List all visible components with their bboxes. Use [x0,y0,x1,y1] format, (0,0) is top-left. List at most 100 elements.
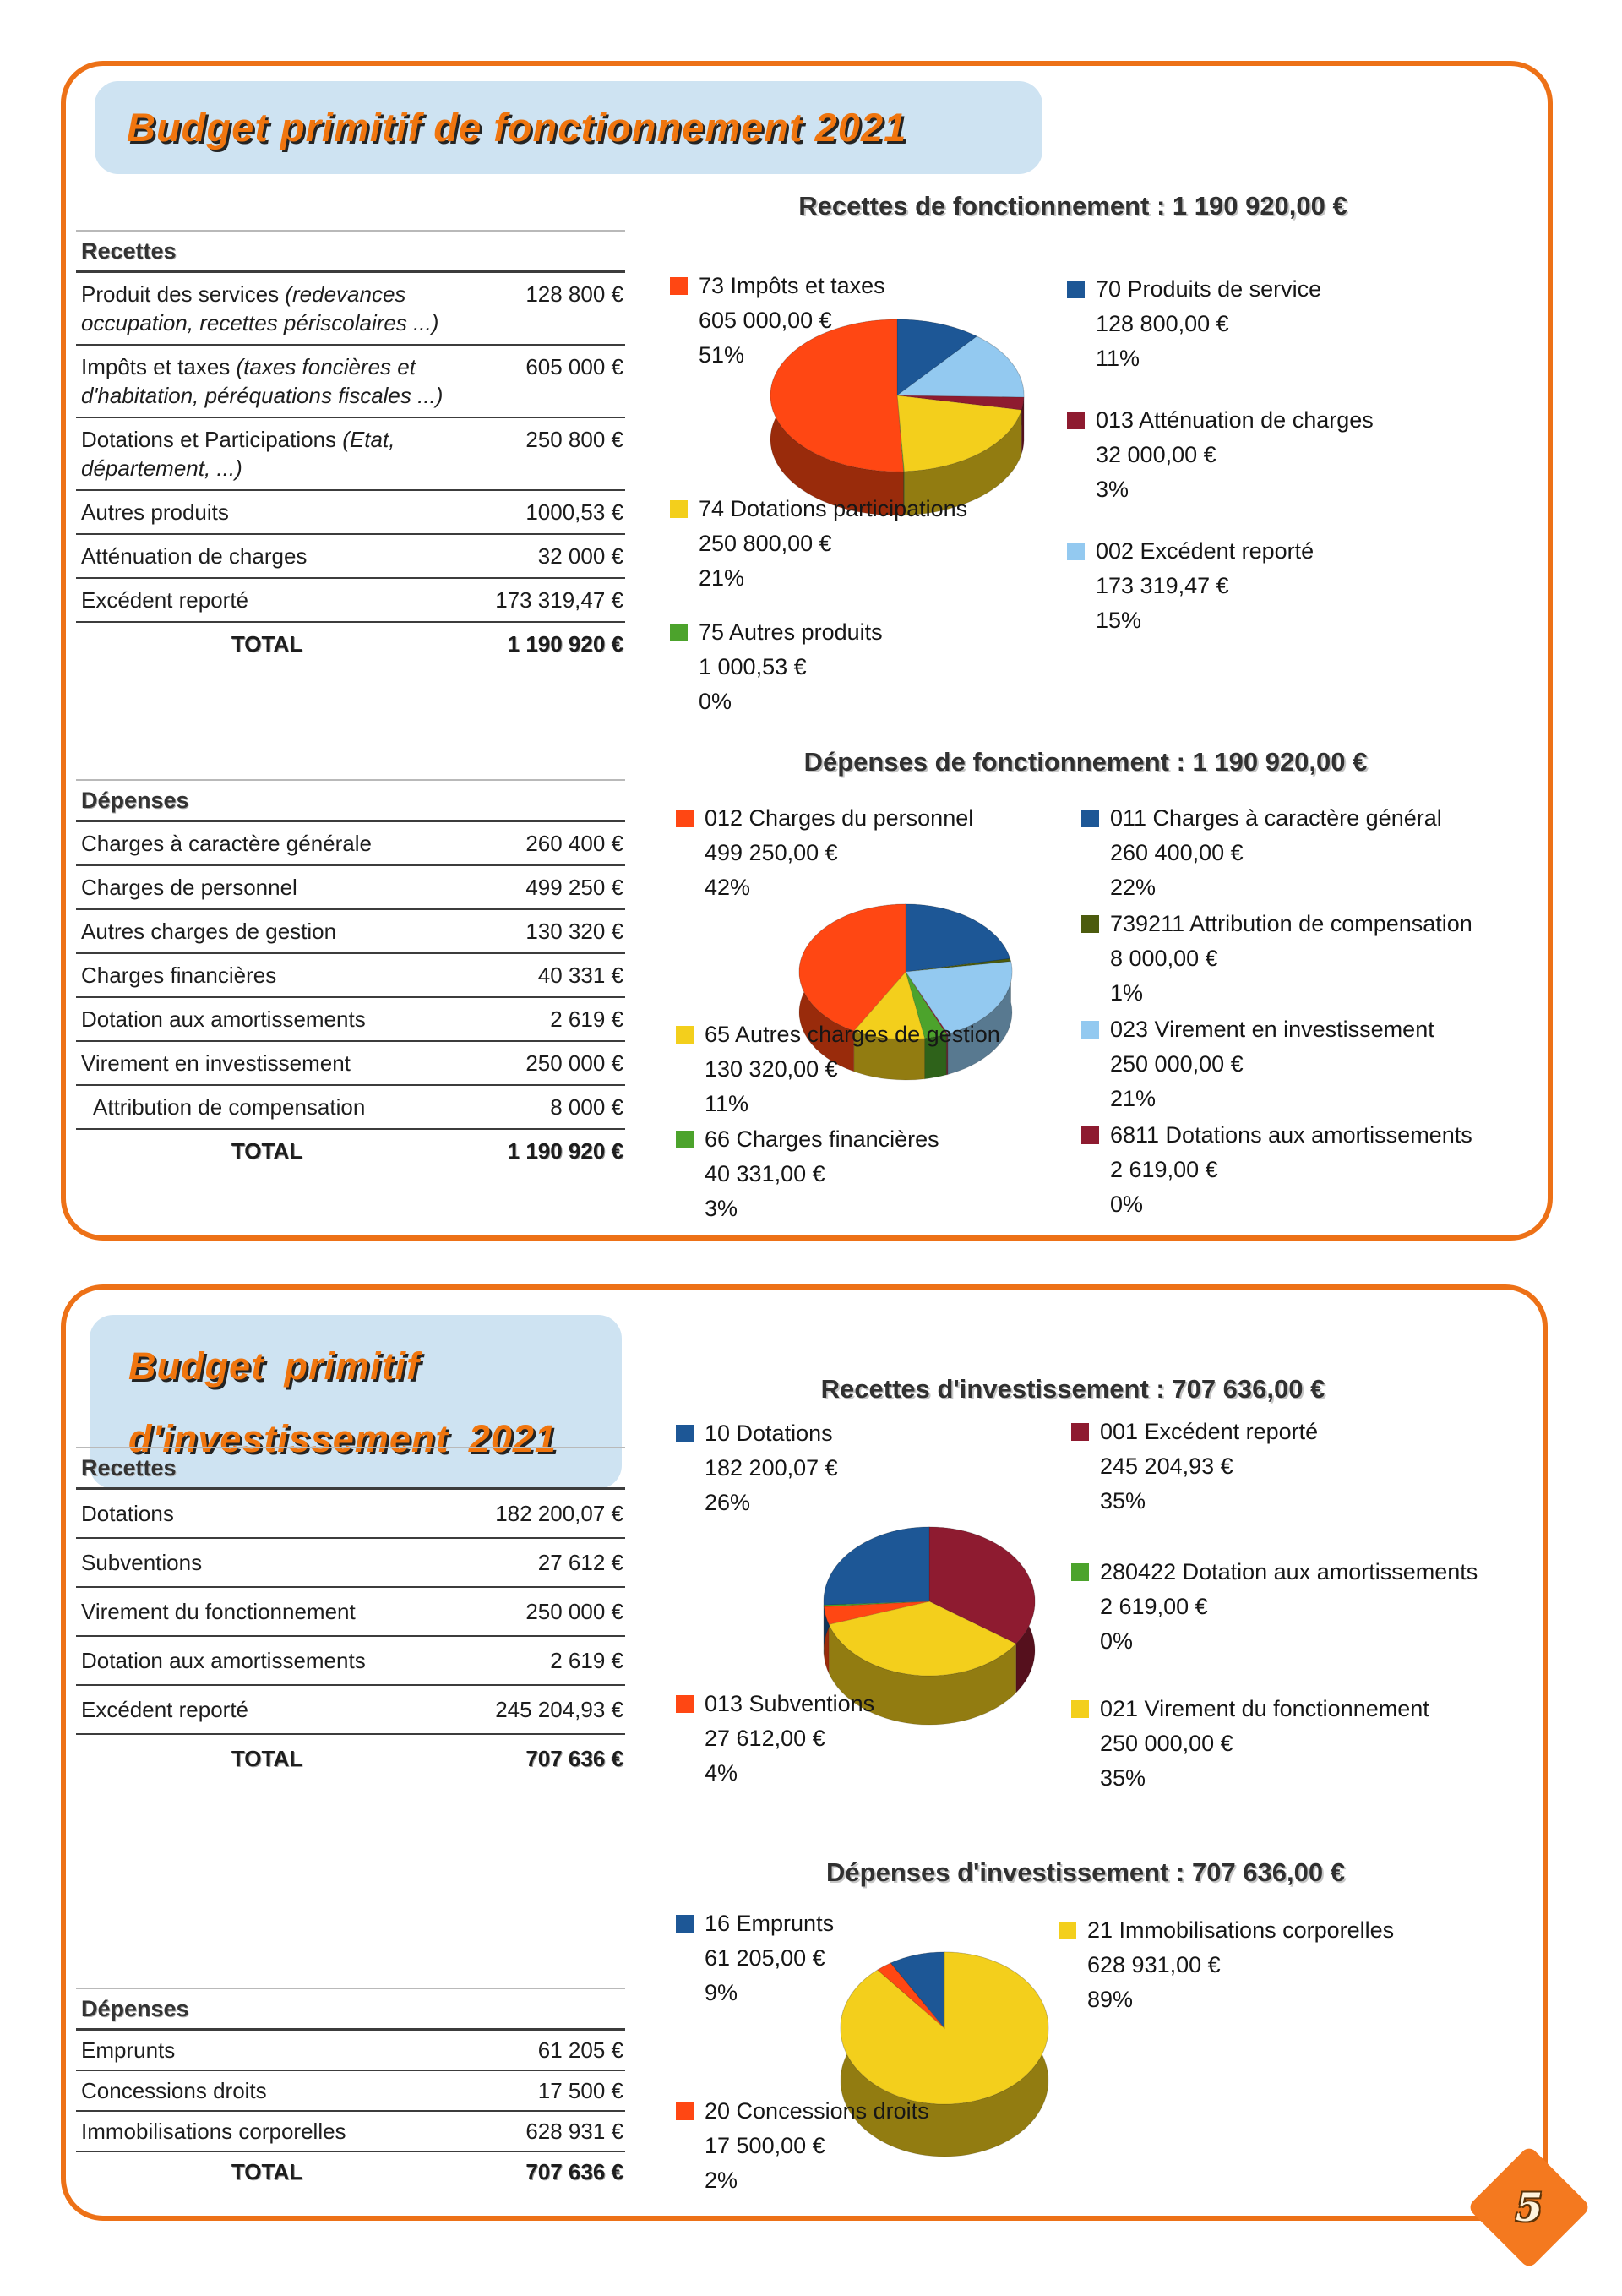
legend-text: 10 Dotations 182 200,07 € 26% [705,1416,838,1520]
row-label: Attribution de compensation [93,1094,366,1120]
legend-swatch [1059,1922,1076,1939]
legend-item: 013 Atténuation de charges 32 000,00 € 3% [1067,403,1374,507]
table-recettes-investissement: Recettes Dotations 182 200,07 € Subventions… [76,1447,625,1784]
legend-label: 16 Emprunts [705,1911,835,1936]
row-value: 173 319,47 € [495,587,623,613]
total-value: 1 190 920 € [507,631,623,657]
row-label: Immobilisations corporelles [81,2119,346,2144]
legend-swatch [1081,1126,1099,1144]
legend-label: 023 Virement en investissement [1110,1017,1434,1042]
table-depenses-investissement: Dépenses Emprunts 61 205 € Concessions droi… [76,1988,625,2191]
legend-text: 65 Autres charges de gestion 130 320,00 €… [705,1017,1000,1121]
legend-amount: 61 205,00 € [705,1945,825,1971]
legend-percent: 21% [1110,1086,1157,1111]
row-label: Autres charges de gestion [81,919,337,944]
legend-text: 001 Excédent reporté 245 204,93 € 35% [1100,1415,1318,1519]
legend-swatch [676,1131,694,1148]
legend-percent: 3% [705,1196,738,1221]
legend-text: 74 Dotations participations 250 800,00 € 2… [699,492,967,596]
row-label: Dotations et Participations (Etat, dépar… [81,427,395,481]
table-row: Emprunts 61 205 € [76,2031,625,2071]
legend-amount: 128 800,00 € [1096,311,1229,336]
legend-label: 012 Charges du personnel [705,805,974,831]
row-label: Dotations [81,1501,174,1526]
row-value: 8 000 € [550,1094,623,1120]
legend-percent: 21% [699,565,745,591]
legend-label: 75 Autres produits [699,619,883,645]
table-row: Dotations et Participations (Etat, dépar… [76,418,625,491]
legend-label: 280422 Dotation aux amortissements [1100,1559,1478,1584]
legend-swatch [676,810,694,827]
row-label: Concessions droits [81,2078,267,2103]
total-label: TOTAL [231,1138,303,1164]
row-value: 27 612 € [537,1550,623,1575]
table-row: Concessions droits 17 500 € [76,2071,625,2112]
legend-label: 002 Excédent reporté [1096,538,1314,564]
row-label: Atténuation de charges [81,543,308,569]
legend-label: 011 Charges à caractère général [1110,805,1442,831]
legend-swatch [1081,915,1099,933]
legend-label: 74 Dotations participations [699,496,968,521]
row-value: 250 800 € [525,427,623,452]
banner-investissement: Budget primitif d'investissement 2021 [90,1315,622,1489]
legend-percent: 26% [705,1490,751,1515]
legend-amount: 2 619,00 € [1110,1157,1218,1182]
table-total-row: TOTAL 1 190 920 € [76,623,625,667]
legend-percent: 35% [1100,1765,1146,1791]
legend-item: 65 Autres charges de gestion 130 320,00 €… [676,1017,1000,1121]
legend-item: 013 Subventions 27 612,00 € 4% [676,1687,874,1791]
row-value: 32 000 € [537,543,623,569]
legend-label: 10 Dotations [705,1421,833,1446]
row-value: 2 619 € [550,1006,623,1032]
legend-item: 73 Impôts et taxes 605 000,00 € 51% [670,269,885,373]
table-row: Charges à caractère générale 260 400 € [76,822,625,866]
table-row: Subventions 27 612 € [76,1539,625,1588]
legend-amount: 499 250,00 € [705,840,838,865]
table-row: Dotations 182 200,07 € [76,1490,625,1539]
row-value: 2 619 € [550,1648,623,1673]
legend-text: 011 Charges à caractère général 260 400,0… [1110,801,1442,905]
legend-percent: 22% [1110,875,1157,900]
table-row: Dotation aux amortissements 2 619 € [76,998,625,1042]
legend-amount: 40 331,00 € [705,1161,825,1186]
row-value: 605 000 € [525,354,623,379]
legend-swatch [676,1915,694,1933]
legend-item: 023 Virement en investissement 250 000,00… [1081,1012,1434,1116]
row-note: (taxes foncières et d'habitation, péréqu… [81,354,444,408]
row-label: Charges de personnel [81,875,297,900]
legend-label: 6811 Dotations aux amortissements [1110,1122,1472,1148]
table-row: Attribution de compensation 8 000 € [76,1086,625,1130]
legend-amount: 17 500,00 € [705,2133,825,2158]
legend-text: 6811 Dotations aux amortissements 2 619,0… [1110,1118,1472,1222]
legend-item: 280422 Dotation aux amortissements 2 619,… [1071,1555,1478,1659]
legend-item: 739211 Attribution de compensation 8 000,… [1081,907,1472,1011]
legend-amount: 245 204,93 € [1100,1453,1233,1479]
legend-swatch [1071,1563,1089,1581]
table-header: Dépenses [76,1988,625,2028]
table-header: Recettes [76,1447,625,1487]
legend-item: 66 Charges financières 40 331,00 € 3% [676,1122,939,1226]
table-rows: Dotations 182 200,07 € Subventions 27 612 €… [76,1487,625,1784]
table-row: Virement en investissement 250 000 € [76,1042,625,1086]
row-value: 1000,53 € [525,499,623,525]
row-label: Virement du fonctionnement [81,1599,356,1624]
legend-percent: 2% [705,2168,738,2193]
row-label: Subventions [81,1550,203,1575]
legend-text: 20 Concessions droits 17 500,00 € 2% [705,2094,929,2198]
row-note: (redevances occupation, recettes périsco… [81,281,439,335]
table-row: Virement du fonctionnement 250 000 € [76,1588,625,1637]
row-label: Dotation aux amortissements [81,1648,366,1673]
row-note: (Etat, département, ...) [81,427,395,481]
row-value: 61 205 € [537,2037,623,2063]
table-total-row: TOTAL 707 636 € [76,2152,625,2191]
legend-swatch [676,1695,694,1713]
legend-label: 73 Impôts et taxes [699,273,885,298]
legend-percent: 11% [1096,346,1140,371]
legend-amount: 2 619,00 € [1100,1594,1208,1619]
legend-percent: 89% [1087,1987,1134,2012]
legend-swatch [676,2102,694,2120]
chart-title-depenses-fonctionnement: Dépenses de fonctionnement : 1 190 920,0… [803,747,1368,777]
legend-text: 012 Charges du personnel 499 250,00 € 42% [705,801,973,905]
legend-text: 002 Excédent reporté 173 319,47 € 15% [1096,534,1314,638]
